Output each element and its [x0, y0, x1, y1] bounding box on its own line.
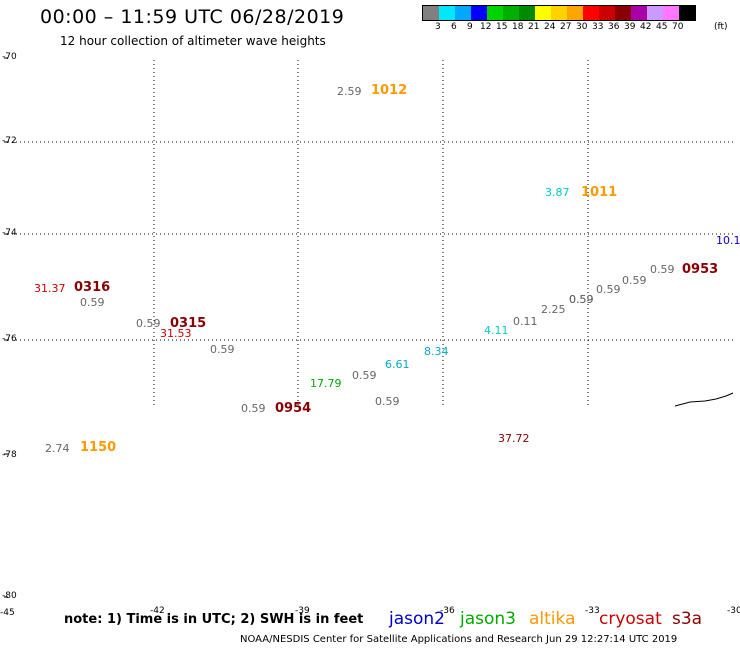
- pass-time-label: 1011: [581, 185, 618, 200]
- wave-height-label: 0.59: [241, 402, 266, 415]
- pass-time-label: 0953: [682, 262, 719, 277]
- pass-time-label: 1150: [80, 440, 117, 455]
- legend-item-altika: altika: [529, 609, 576, 629]
- colorbar-swatch: [679, 6, 695, 20]
- colorbar-label: 36: [608, 22, 620, 32]
- colorbar-label: 39: [624, 22, 636, 32]
- wave-height-label: 6.61: [385, 358, 410, 371]
- colorbar-label: 70: [672, 22, 684, 32]
- colorbar-swatch: [551, 6, 567, 20]
- page-title: 00:00 – 11:59 UTC 06/28/2019: [40, 6, 345, 28]
- wave-height-label: 2.25: [541, 303, 566, 316]
- colorbar-swatch: [663, 6, 679, 20]
- lon-label: -30: [727, 606, 740, 616]
- wave-height-label: 0.59: [80, 296, 105, 309]
- pass-time-label: 0315: [170, 316, 207, 331]
- pass-time-label: 1012: [371, 83, 408, 98]
- lat-gridlines: [8, 141, 734, 341]
- wave-height-label: 8.34: [424, 345, 449, 358]
- colorbar-swatch: [647, 6, 663, 20]
- colorbar-label: 24: [544, 22, 556, 32]
- lat-label: -74: [2, 228, 17, 238]
- colorbar-label: 6: [451, 22, 457, 32]
- lon-label: -42: [150, 606, 165, 616]
- lat-tick-marks: [4, 57, 8, 598]
- wave-height-label: 0.59: [352, 369, 377, 382]
- wave-height-label: 2.74: [45, 442, 70, 455]
- pass-time-label: 0316: [74, 280, 111, 295]
- credit-line: NOAA/NESDIS Center for Satellite Applica…: [240, 634, 678, 645]
- lat-label: -78: [2, 450, 17, 460]
- colorbar-swatch: [535, 6, 551, 20]
- wave-height-label: 0.59: [650, 263, 675, 276]
- wave-height-label: 2.59: [337, 85, 362, 98]
- lon-label: -45: [0, 608, 15, 618]
- colorbar-label: 12: [480, 22, 492, 32]
- wave-height-label: 4.11: [484, 324, 509, 337]
- colorbar-label: 18: [512, 22, 524, 32]
- colorbar-label: 45: [656, 22, 668, 32]
- colorbar-swatch: [487, 6, 503, 20]
- colorbar-swatch: [471, 6, 487, 20]
- wave-height-label: 0.59: [622, 274, 647, 287]
- colorbar-label: 27: [560, 22, 572, 32]
- colorbar-label: 21: [528, 22, 540, 32]
- lat-label: -72: [2, 136, 17, 146]
- legend-item-jason2: jason2: [389, 609, 445, 629]
- wave-height-label: 0.59: [210, 343, 235, 356]
- wave-height-label: 0.59: [596, 283, 621, 296]
- lon-label: -33: [585, 606, 600, 616]
- colorbar: [422, 5, 696, 21]
- colorbar-label: 30: [576, 22, 588, 32]
- colorbar-swatch: [567, 6, 583, 20]
- wave-height-label: 0.11: [513, 315, 538, 328]
- page-subtitle: 12 hour collection of altimeter wave hei…: [60, 34, 326, 48]
- colorbar-swatch: [455, 6, 471, 20]
- wave-height-label: 3.87: [545, 186, 570, 199]
- lon-label: -36: [440, 606, 455, 616]
- wave-height-label: 31.53: [160, 327, 192, 340]
- colorbar-swatch: [503, 6, 519, 20]
- wave-height-label: 0.59: [569, 293, 594, 306]
- lat-label: -76: [2, 334, 17, 344]
- colorbar-swatch: [583, 6, 599, 20]
- colorbar-label: 15: [496, 22, 508, 32]
- lon-gridlines: [153, 60, 589, 406]
- pass-time-label: 0954: [275, 401, 312, 416]
- legend-item-cryosat: cryosat: [599, 609, 662, 629]
- footer-note: note: 1) Time is in UTC; 2) SWH is in fe…: [64, 612, 364, 627]
- legend-item-jason3: jason3: [460, 609, 516, 629]
- colorbar-swatch: [631, 6, 647, 20]
- colorbar-label: 33: [592, 22, 604, 32]
- wave-height-label: 31.37: [34, 282, 66, 295]
- colorbar-swatch: [615, 6, 631, 20]
- wave-height-label: 17.79: [310, 377, 342, 390]
- colorbar-label: (ft): [714, 22, 728, 32]
- wave-height-label: 10.1: [716, 234, 740, 247]
- lat-label: -70: [2, 52, 17, 62]
- legend-item-s3a: s3a: [672, 609, 703, 629]
- colorbar-swatch: [439, 6, 455, 20]
- colorbar-swatch: [423, 6, 439, 20]
- wave-height-label: 0.59: [375, 395, 400, 408]
- coastline: [674, 392, 734, 407]
- colorbar-label: 42: [640, 22, 652, 32]
- wave-height-label: 0.59: [569, 293, 594, 306]
- colorbar-label: 3: [435, 22, 441, 32]
- colorbar-swatch: [599, 6, 615, 20]
- lon-label: -39: [295, 606, 310, 616]
- lat-label: -80: [2, 591, 17, 601]
- wave-height-label: 0.59: [136, 317, 161, 330]
- colorbar-label: 9: [467, 22, 473, 32]
- colorbar-swatch: [519, 6, 535, 20]
- wave-height-label: 37.72: [498, 432, 530, 445]
